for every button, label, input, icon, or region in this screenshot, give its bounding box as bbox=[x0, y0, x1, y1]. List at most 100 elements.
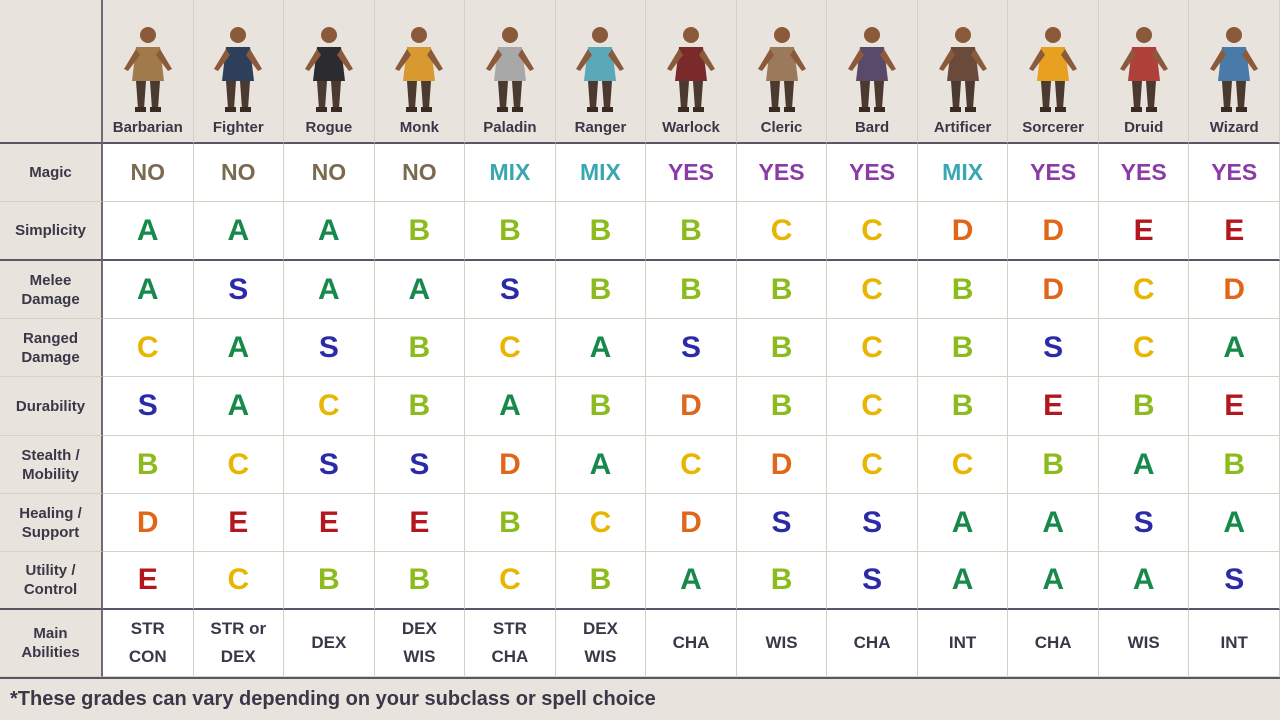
grade-value: A bbox=[680, 563, 702, 596]
row-label: Stealth / Mobility bbox=[0, 436, 103, 494]
warlock-figure-icon bbox=[666, 27, 715, 112]
table-cell: YES bbox=[1189, 144, 1280, 202]
grade-value: A bbox=[1042, 563, 1064, 596]
table-cell: A bbox=[1189, 494, 1280, 552]
table-cell: STR CON bbox=[103, 610, 194, 677]
class-header: Barbarian bbox=[103, 0, 194, 144]
grade-value: D bbox=[136, 505, 159, 539]
grade-value: A bbox=[589, 447, 612, 481]
grade-value: S bbox=[862, 505, 883, 539]
table-cell: B bbox=[736, 319, 828, 377]
table-cell: B bbox=[1189, 436, 1280, 494]
table-cell: A bbox=[193, 202, 285, 261]
table-cell: B bbox=[555, 552, 647, 610]
table-cell: WIS bbox=[736, 610, 828, 677]
table-cell: CHA bbox=[646, 610, 737, 677]
table-cell: A bbox=[917, 552, 1009, 610]
table-cell: A bbox=[284, 202, 375, 261]
grade-value: B bbox=[951, 389, 974, 422]
grade-value: D bbox=[1042, 272, 1064, 306]
table-cell: A bbox=[193, 377, 285, 436]
table-cell: D bbox=[465, 436, 556, 494]
grade-value: C bbox=[861, 389, 883, 422]
class-header: Sorcerer bbox=[1008, 0, 1099, 144]
table-cell: E bbox=[1098, 202, 1190, 261]
table-cell: YES bbox=[1008, 144, 1099, 202]
grade-value: B bbox=[499, 213, 521, 247]
grade-value: C bbox=[1132, 330, 1155, 364]
class-header: Cleric bbox=[736, 0, 828, 144]
grade-value: D bbox=[1223, 272, 1246, 306]
class-name: Bard bbox=[854, 119, 890, 136]
table-cell: A bbox=[103, 261, 194, 319]
grade-value: A bbox=[227, 389, 250, 422]
grade-value: C bbox=[499, 330, 521, 364]
grade-value: A bbox=[318, 213, 340, 247]
grade-value: B bbox=[408, 389, 431, 422]
ability-value: DEX WIS bbox=[582, 619, 618, 666]
table-cell: A bbox=[1189, 319, 1280, 377]
class-comparison-table: Barbarian Fighter Rogue Monk Paladin Ranger Wa… bbox=[0, 0, 1280, 677]
grade-value: A bbox=[1132, 563, 1155, 596]
table-cell: YES bbox=[646, 144, 737, 202]
grade-value: C bbox=[861, 213, 883, 247]
class-name: Fighter bbox=[212, 119, 264, 136]
table-cell: B bbox=[736, 552, 828, 610]
table-cell: C bbox=[827, 319, 918, 377]
grade-value: S bbox=[680, 330, 701, 364]
grade-value: E bbox=[228, 505, 249, 539]
table-cell: S bbox=[284, 436, 375, 494]
table-cell: A bbox=[374, 261, 466, 319]
table-cell: YES bbox=[1098, 144, 1190, 202]
table-cell: NO bbox=[374, 144, 466, 202]
class-name: Druid bbox=[1124, 119, 1164, 136]
class-name: Ranger bbox=[574, 119, 627, 136]
class-name: Paladin bbox=[483, 119, 537, 136]
magic-value: MIX bbox=[942, 159, 984, 185]
grade-value: C bbox=[589, 505, 612, 539]
ability-value: STR CHA bbox=[491, 619, 529, 666]
table-cell: CHA bbox=[827, 610, 918, 677]
table-cell: DEX WIS bbox=[374, 610, 466, 677]
grade-value: B bbox=[1223, 447, 1246, 481]
table-cell: YES bbox=[827, 144, 918, 202]
grade-value: S bbox=[1133, 505, 1154, 539]
magic-value: NO bbox=[311, 159, 347, 185]
grade-value: S bbox=[1043, 330, 1064, 364]
grade-value: B bbox=[499, 505, 521, 539]
grade-value: B bbox=[136, 447, 159, 481]
table-cell: C bbox=[827, 202, 918, 261]
grade-value: D bbox=[770, 447, 793, 481]
grade-value: S bbox=[409, 447, 430, 481]
table-cell: S bbox=[827, 552, 918, 610]
grade-value: A bbox=[136, 272, 159, 306]
ranger-figure-icon bbox=[576, 27, 625, 112]
table-cell: B bbox=[103, 436, 194, 494]
table-cell: C bbox=[1098, 319, 1190, 377]
table-cell: B bbox=[917, 261, 1009, 319]
table-cell: INT bbox=[1189, 610, 1280, 677]
table-cell: B bbox=[374, 552, 466, 610]
grade-value: B bbox=[770, 330, 793, 364]
paladin-figure-icon bbox=[485, 27, 534, 112]
table-cell: B bbox=[1098, 377, 1190, 436]
table-cell: D bbox=[646, 494, 737, 552]
grade-value: B bbox=[589, 389, 612, 422]
table-cell: B bbox=[555, 377, 647, 436]
table-cell: S bbox=[1189, 552, 1280, 610]
magic-value: MIX bbox=[580, 159, 621, 185]
class-header: Ranger bbox=[555, 0, 647, 144]
table-cell: C bbox=[917, 436, 1009, 494]
class-name: Monk bbox=[399, 119, 439, 136]
table-cell: D bbox=[1008, 202, 1099, 261]
grade-value: C bbox=[1132, 272, 1155, 306]
ability-value: WIS bbox=[1127, 633, 1160, 652]
grade-value: B bbox=[680, 213, 702, 247]
table-cell: C bbox=[827, 377, 918, 436]
grade-value: S bbox=[228, 272, 249, 306]
grade-value: A bbox=[499, 389, 521, 422]
table-cell: C bbox=[827, 261, 918, 319]
table-cell: A bbox=[1008, 552, 1099, 610]
table-cell: S bbox=[1008, 319, 1099, 377]
class-name: Barbarian bbox=[112, 119, 183, 136]
